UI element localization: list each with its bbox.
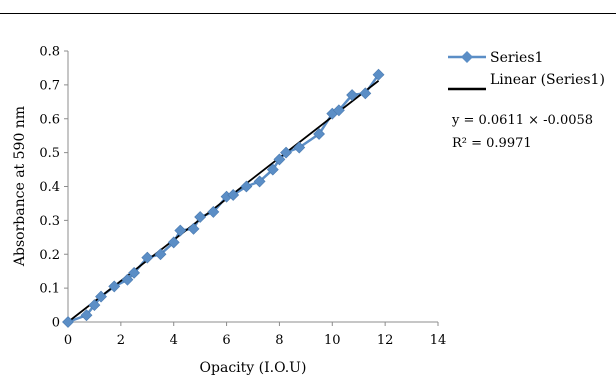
legend-item-trendline: Linear (Series1) (448, 72, 605, 91)
data-point (207, 205, 220, 218)
legend: Series1 Linear (Series1) (448, 50, 605, 91)
data-point (194, 211, 207, 223)
x-tick-label: 12 (377, 333, 394, 348)
plot-area: 0 0.1 0.2 0.3 0.4 0.5 0.6 0.7 0.8 0 2 4 6 8 10 12 14 (39, 45, 446, 349)
y-ticks: 0 0.1 0.2 0.3 0.4 0.5 0.6 0.7 0.8 (39, 45, 68, 331)
data-point (332, 104, 345, 117)
data-point (293, 141, 306, 154)
data-point (346, 89, 359, 101)
r-squared-value: R² = 0.9971 (452, 136, 532, 151)
y-tick-label: 0.8 (39, 45, 60, 60)
data-point (359, 87, 372, 100)
data-point (80, 309, 93, 322)
y-tick-label: 0.7 (39, 78, 60, 93)
data-point (88, 299, 101, 311)
series-group (62, 68, 385, 328)
legend-series-marker (461, 51, 473, 63)
data-point (141, 251, 154, 264)
x-axis-title: Opacity (I.O.U) (200, 360, 307, 376)
data-point (62, 316, 74, 328)
data-point (167, 236, 180, 249)
legend-trendline-label: Linear (Series1) (490, 72, 605, 88)
legend-series-label: Series1 (490, 50, 543, 66)
data-point (108, 280, 121, 293)
x-tick-label: 2 (117, 333, 125, 348)
x-tick-label: 10 (324, 333, 341, 348)
x-tick-label: 4 (170, 333, 178, 348)
data-point (372, 68, 385, 81)
data-point (121, 273, 134, 286)
data-point (95, 290, 107, 303)
y-tick-label: 0.5 (39, 146, 60, 161)
y-tick-label: 0.3 (39, 214, 60, 229)
y-tick-label: 0.1 (39, 282, 60, 297)
trendline (67, 80, 380, 323)
y-axis-title: Absorbance at 590 nm (12, 106, 28, 267)
trendline-equation: y = 0.0611 × -0.0058 (451, 113, 593, 128)
data-point (266, 163, 279, 176)
legend-item-series1: Series1 (448, 50, 543, 66)
data-point (154, 248, 167, 261)
x-tick-label: 6 (222, 333, 230, 348)
data-point (128, 266, 140, 279)
data-point (240, 180, 253, 193)
data-point (280, 146, 292, 159)
data-point (187, 222, 200, 235)
data-point (313, 128, 325, 140)
x-tick-label: 14 (430, 333, 447, 348)
y-tick-label: 0.2 (39, 248, 60, 263)
data-point (273, 153, 286, 166)
data-point (253, 175, 266, 188)
y-tick-label: 0.4 (39, 180, 60, 195)
x-ticks: 0 2 4 6 8 10 12 14 (64, 322, 446, 348)
x-tick-label: 0 (64, 333, 72, 348)
data-point (227, 189, 240, 201)
y-tick-label: 0 (52, 316, 60, 331)
y-tick-label: 0.6 (39, 112, 60, 127)
x-tick-label: 8 (275, 333, 283, 348)
data-point (174, 224, 187, 237)
